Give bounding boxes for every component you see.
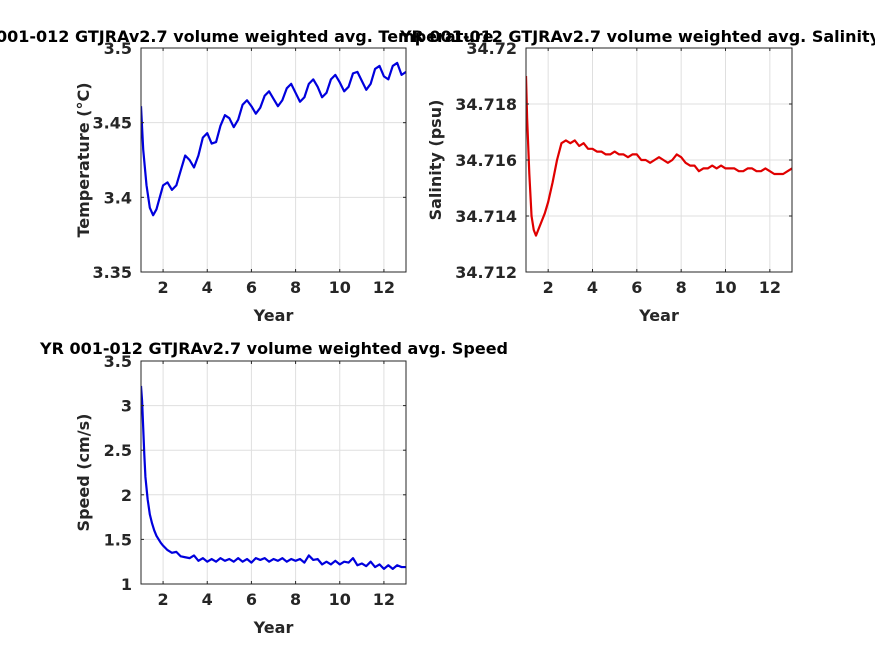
- salinity-x-tick-label: 8: [676, 278, 687, 297]
- speed-y-tick-label: 1: [121, 575, 132, 594]
- salinity-y-tick-label: 34.72: [466, 39, 517, 58]
- salinity-x-tick-label: 10: [714, 278, 736, 297]
- temperature-plot-area: [141, 48, 406, 272]
- speed-y-tick-label: 3: [121, 397, 132, 416]
- salinity-series-line: [526, 75, 792, 237]
- temperature-x-tick-label: 12: [373, 278, 395, 297]
- speed-x-tick-label: 12: [373, 590, 395, 609]
- speed-y-tick-label: 2.5: [104, 441, 132, 460]
- speed-x-tick-label: 2: [158, 590, 169, 609]
- temperature-y-tick-label: 3.5: [104, 39, 132, 58]
- temperature-x-tick-label: 6: [246, 278, 257, 297]
- speed-axes-box: [140, 360, 407, 585]
- temperature-y-tick-label: 3.35: [93, 263, 132, 282]
- salinity-x-tick-label: 12: [759, 278, 781, 297]
- temperature-chart-title: YR 001-012 GTJRAv2.7 volume weighted avg…: [0, 27, 494, 46]
- salinity-y-tick-label: 34.716: [455, 151, 517, 170]
- temperature-x-tick-label: 2: [158, 278, 169, 297]
- salinity-chart-title: YR 001-012 GTJRAv2.7 volume weighted avg…: [399, 27, 875, 46]
- speed-x-axis-label: Year: [253, 618, 294, 637]
- salinity-y-tick-label: 34.718: [455, 95, 517, 114]
- temperature-x-axis-label: Year: [253, 306, 294, 325]
- temperature-y-tick-label: 3.45: [93, 114, 132, 133]
- speed-y-tick-label: 3.5: [104, 352, 132, 371]
- temperature-axes-box: [140, 47, 407, 273]
- salinity-panel: 2 4 6 8 10 12 34.712 34.714 34.716 34.718 34.72 Yea…: [399, 27, 875, 325]
- speed-series-line: [141, 385, 406, 570]
- temperature-x-tick-label: 10: [329, 278, 351, 297]
- temperature-x-tick-label: 4: [202, 278, 213, 297]
- speed-chart-title: YR 001-012 GTJRAv2.7 volume weighted avg…: [39, 339, 508, 358]
- speed-x-tick-label: 6: [246, 590, 257, 609]
- salinity-x-tick-label: 6: [631, 278, 642, 297]
- temperature-x-tick-label: 8: [290, 278, 301, 297]
- speed-panel: 2 4 6 8 10 12 1 1.5 2 2.5 3 3.5 Year Speed (cm/s) YR 0…: [39, 339, 508, 637]
- salinity-y-tick-label: 34.712: [455, 263, 517, 282]
- speed-y-tick-label: 2: [121, 486, 132, 505]
- salinity-x-tick-label: 2: [543, 278, 554, 297]
- speed-x-tick-label: 8: [290, 590, 301, 609]
- salinity-y-tick-label: 34.714: [455, 207, 517, 226]
- salinity-x-tick-label: 4: [587, 278, 598, 297]
- temperature-series-line: [141, 61, 406, 217]
- speed-y-axis-label: Speed (cm/s): [74, 414, 93, 532]
- speed-x-tick-label: 10: [329, 590, 351, 609]
- salinity-x-axis-label: Year: [638, 306, 679, 325]
- temperature-y-axis-label: Temperature (°C): [74, 82, 93, 237]
- speed-x-tick-label: 4: [202, 590, 213, 609]
- speed-y-tick-label: 1.5: [104, 530, 132, 549]
- speed-plot-area: [141, 361, 406, 584]
- temperature-panel: 2 4 6 8 10 12 3.35 3.4 3.45 3.5 Year Temperature (°…: [0, 27, 494, 325]
- salinity-y-axis-label: Salinity (psu): [426, 100, 445, 221]
- temperature-y-tick-label: 3.4: [104, 188, 132, 207]
